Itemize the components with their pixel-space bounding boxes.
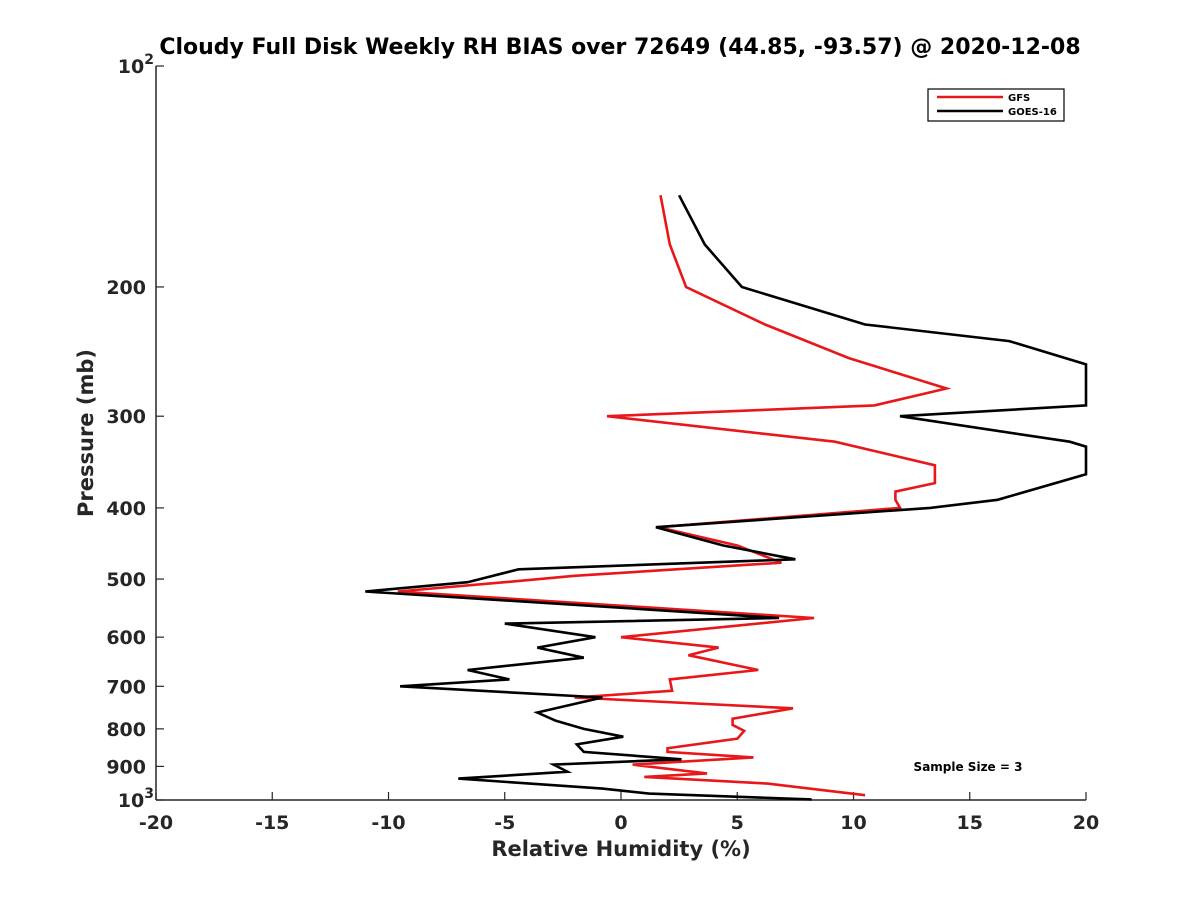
y-tick-label: 103 [118,786,154,812]
x-axis-label: Relative Humidity (%) [491,837,750,861]
x-tick-label: 10 [840,812,866,834]
x-tick-label: 0 [614,812,627,834]
y-tick-label: 200 [106,277,146,299]
y-tick-label: 700 [106,676,146,698]
x-tick-label: 15 [957,812,983,834]
legend-box [927,88,1065,122]
series-line-goes16 [365,194,1088,801]
y-tick-label: 300 [106,406,146,428]
axis-ticks: -20 -15 -10 -5 0 5 10 15 20102200300400500600700… [106,52,1099,834]
y-tick-label: 400 [106,498,146,520]
series-lines [365,194,1088,801]
x-tick-label: 20 [1073,812,1099,834]
y-tick-base: 10 [118,56,144,78]
x-tick-label: 5 [731,812,744,834]
y-tick-label: 102 [118,52,154,78]
legend: GFS GOES-16 [927,88,1065,122]
y-tick-label: 500 [106,569,146,591]
y-tick-label: 600 [106,627,146,649]
chart-title: Cloudy Full Disk Weekly RH BIAS over 726… [159,35,1080,60]
legend-label-gfs: GFS [1008,93,1030,104]
sample-size-annotation: Sample Size = 3 [914,760,1023,774]
series-line-gfs [397,195,952,797]
legend-label-goes16: GOES-16 [1008,107,1057,118]
y-tick-exponent: 2 [144,52,154,68]
y-tick-label: 900 [106,756,146,778]
x-tick-label: -15 [255,812,289,834]
x-tick-label: -5 [494,812,515,834]
y-axis-label: Pressure (mb) [74,349,98,517]
x-tick-label: -10 [371,812,405,834]
y-tick-label: 800 [106,719,146,741]
x-tick-label: -20 [139,812,173,834]
y-tick-base: 10 [118,790,144,812]
y-tick-exponent: 3 [144,786,154,802]
